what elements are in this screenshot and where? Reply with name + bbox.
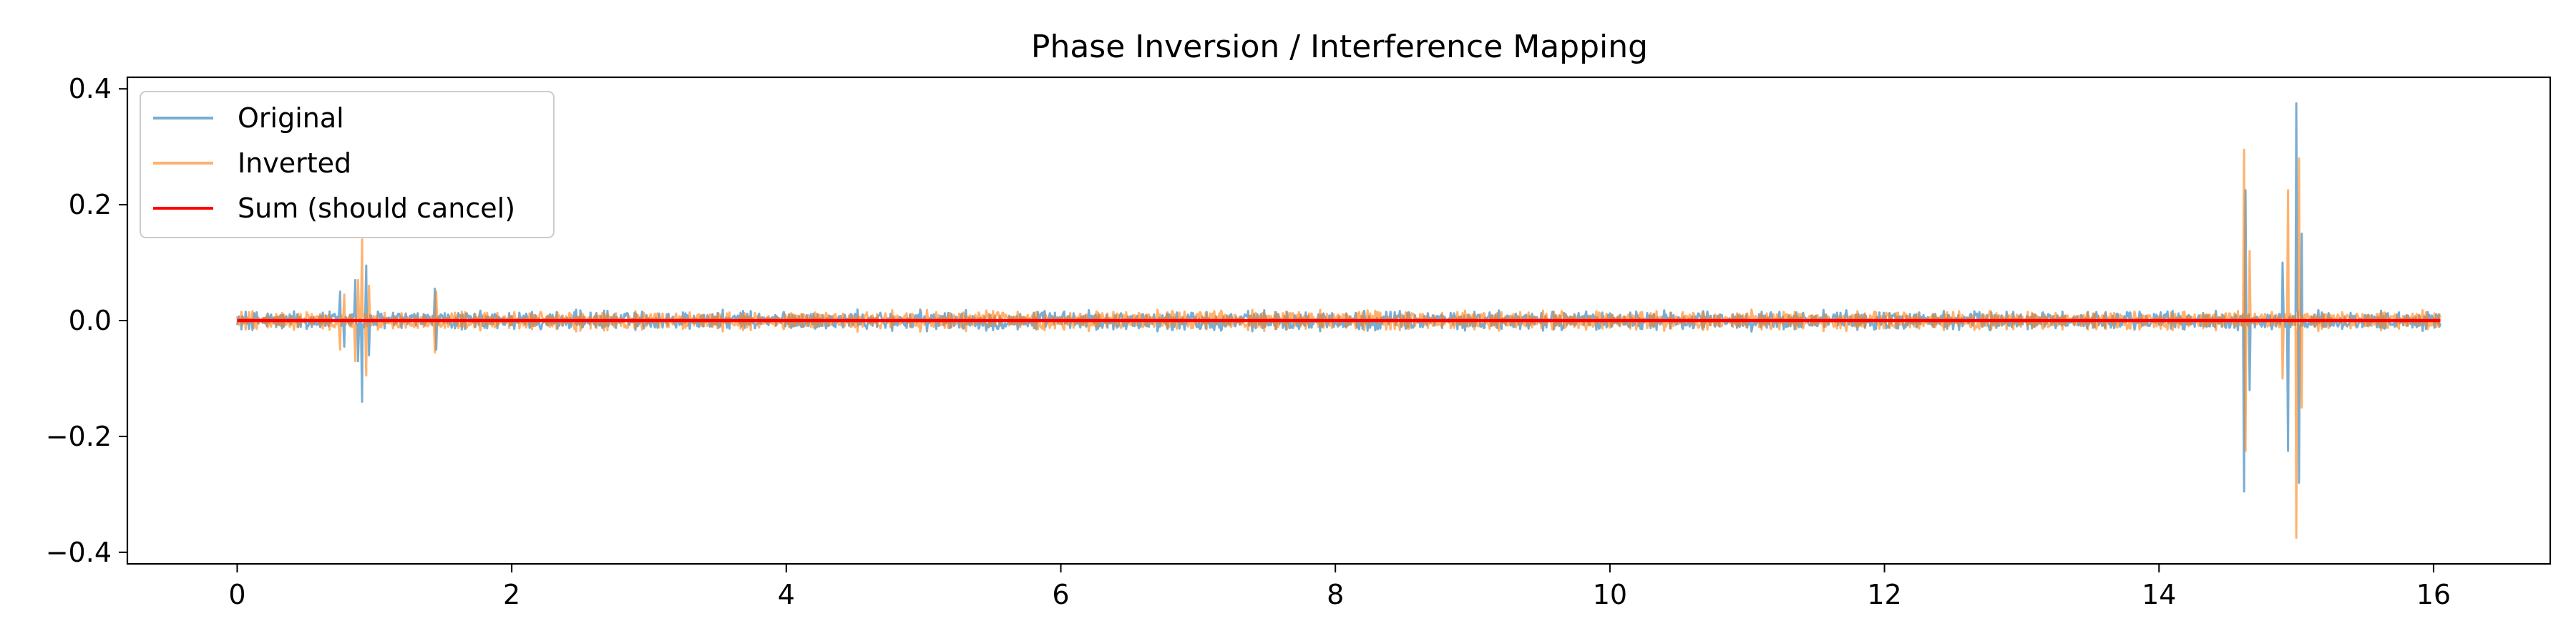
x-axis: 0 2 4 6 8 10 12 14 16 [228,564,2451,610]
x-tick-label: 6 [1052,579,1069,610]
legend-label-inverted: Inverted [238,147,351,179]
y-axis: −0.4 −0.2 0.0 0.2 0.4 [46,73,127,568]
legend-label-original: Original [238,102,344,134]
x-tick-label: 4 [778,579,795,610]
series-layer [235,102,2441,540]
legend-box [140,91,555,238]
legend: Original Inverted Sum (should cancel) [140,91,555,238]
x-tick-label: 2 [503,579,520,610]
x-tick-label: 12 [1867,579,1901,610]
x-tick-label: 16 [2416,579,2451,610]
y-tick-label: −0.4 [46,537,112,568]
x-tick-label: 14 [2142,579,2176,610]
chart-title: Phase Inversion / Interference Mapping [1031,29,1648,65]
plot-area [235,102,2441,540]
y-tick-label: 0.4 [69,73,112,104]
y-tick-label: 0.2 [69,189,112,220]
x-tick-label: 10 [1593,579,1627,610]
x-tick-label: 0 [228,579,245,610]
series-line-inverted [235,148,2441,540]
x-tick-label: 8 [1327,579,1344,610]
y-tick-label: 0.0 [69,305,112,336]
legend-label-sum: Sum (should cancel) [238,192,515,224]
y-tick-label: −0.2 [46,421,112,452]
